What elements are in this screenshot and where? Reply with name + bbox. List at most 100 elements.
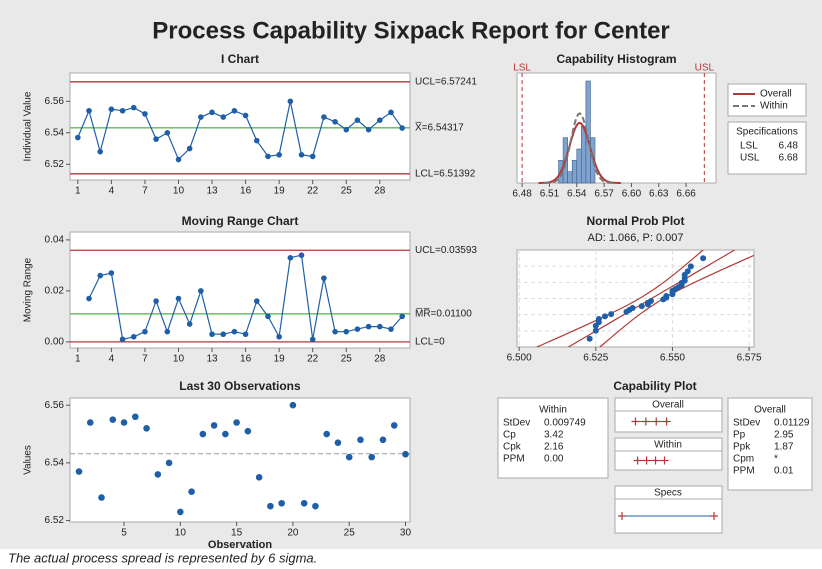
interval-mark — [642, 456, 651, 465]
data-point — [592, 327, 599, 334]
data-point — [309, 153, 316, 160]
data-point — [231, 107, 238, 114]
data-point — [86, 419, 94, 426]
data-point — [601, 313, 608, 320]
interval-mark — [651, 456, 660, 465]
data-point — [210, 422, 218, 429]
data-point — [188, 488, 195, 496]
report-title: Process Capability Sixpack Report for Ce… — [152, 17, 670, 44]
x-tick-label: 5 — [121, 528, 127, 539]
data-point — [98, 494, 105, 501]
data-point — [231, 328, 238, 335]
data-point — [368, 453, 376, 461]
data-point — [390, 422, 398, 429]
stat-value: 0.01129 — [774, 418, 810, 429]
data-point — [97, 148, 103, 155]
stat-value: 2.95 — [774, 430, 794, 441]
data-point — [153, 298, 159, 304]
x-tick-label: 1 — [75, 186, 81, 197]
data-point — [623, 308, 630, 315]
x-tick-label: 28 — [374, 354, 386, 365]
stat-name: StDev — [503, 418, 530, 429]
data-point — [164, 328, 171, 335]
data-point — [186, 145, 193, 152]
data-point — [130, 104, 137, 111]
limit-label: LCL=0 — [415, 337, 445, 348]
data-point — [388, 326, 394, 332]
plot-area — [69, 231, 411, 349]
data-point — [165, 459, 173, 467]
x-tick-label: 6.525 — [583, 353, 608, 364]
x-tick-label: 6.57 — [594, 189, 614, 200]
data-point — [343, 126, 350, 133]
y-tick-label: 6.56 — [45, 400, 65, 411]
data-point — [253, 298, 260, 304]
data-point — [276, 333, 282, 340]
y-tick-label: 6.54 — [45, 127, 65, 138]
data-point — [592, 322, 599, 329]
spec-table — [727, 121, 807, 175]
data-point — [267, 502, 274, 510]
data-point — [663, 292, 670, 299]
data-point — [700, 255, 707, 262]
stat-value: 2.16 — [544, 442, 564, 453]
data-point — [119, 107, 126, 114]
x-tick-label: 4 — [109, 186, 115, 197]
x-tick-label: 10 — [173, 354, 185, 365]
data-point — [265, 313, 271, 320]
spec-label: LSL — [513, 63, 531, 74]
data-point — [255, 474, 263, 481]
data-point — [120, 419, 128, 426]
interval-mark — [660, 456, 669, 465]
data-point — [97, 272, 103, 279]
data-point — [164, 129, 171, 136]
data-point — [209, 331, 215, 338]
legend-label: Within — [760, 101, 788, 112]
data-point — [108, 270, 115, 276]
limit-label: M̅R̅=0.01100 — [415, 308, 472, 320]
interval-mark — [631, 417, 640, 426]
interval-title: Overall — [652, 400, 684, 411]
data-point — [265, 153, 271, 160]
data-point — [154, 471, 162, 478]
data-point — [75, 468, 83, 475]
data-point — [75, 134, 81, 141]
x-tick-label: 6.66 — [676, 189, 696, 200]
x-tick-label: 16 — [240, 354, 252, 365]
x-tick-label: 15 — [231, 528, 243, 539]
y-axis-label: Moving Range — [23, 257, 34, 322]
x-tick-label: 4 — [109, 354, 115, 365]
interval-box — [614, 485, 723, 534]
histogram-bar — [567, 171, 573, 184]
histogram-bar — [581, 126, 587, 184]
stats-title: Overall — [754, 405, 786, 416]
data-point — [365, 323, 372, 330]
data-point — [287, 98, 294, 105]
y-tick-label: 6.52 — [45, 159, 65, 170]
panel-subtitle: AD: 1.066, P: 0.007 — [587, 232, 683, 244]
data-point — [681, 271, 688, 278]
stat-name: PPM — [733, 466, 755, 477]
stat-value: 0.009749 — [544, 418, 586, 429]
stat-name: Pp — [733, 430, 746, 441]
data-point — [142, 111, 148, 117]
data-point — [321, 275, 327, 281]
data-point — [586, 335, 593, 342]
data-point — [365, 126, 372, 133]
interval-mark — [633, 456, 642, 465]
y-axis-label: Values — [23, 445, 34, 475]
x-tick-label: 6.51 — [540, 189, 560, 200]
data-point — [595, 316, 602, 323]
data-point — [354, 117, 361, 124]
stat-name: PPM — [503, 454, 525, 465]
footnote: The actual process spread is represented… — [8, 550, 317, 565]
y-tick-label: 0.02 — [45, 286, 65, 297]
stats-title: Within — [539, 405, 567, 416]
data-point — [220, 331, 227, 338]
data-point — [669, 287, 676, 294]
data-point — [220, 114, 227, 120]
data-point — [312, 502, 319, 510]
stat-name: StDev — [733, 418, 760, 429]
data-point — [276, 152, 282, 158]
data-point — [379, 436, 387, 444]
